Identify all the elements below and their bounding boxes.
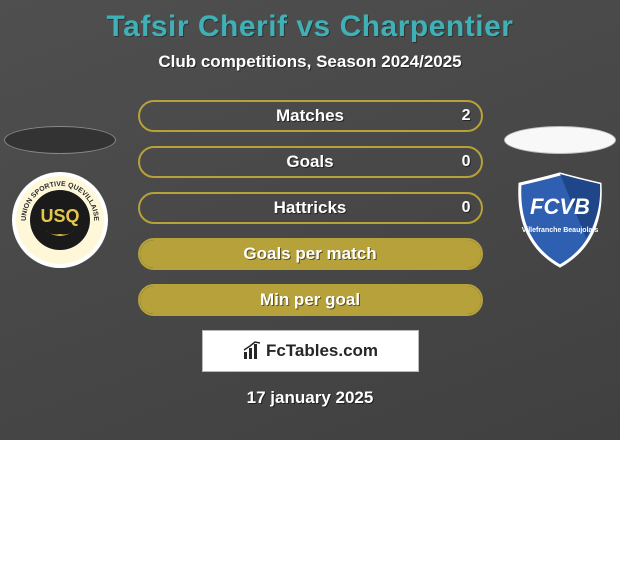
brand-badge: FcTables.com [202, 330, 419, 372]
player-marker-right [504, 126, 616, 154]
stat-label: Goals per match [140, 240, 481, 268]
crest-right-text: FCVB [530, 194, 590, 219]
brand-text: FcTables.com [266, 341, 378, 361]
stat-row: Min per goal [138, 284, 483, 316]
club-crest-left: UNION SPORTIVE QUEVILLAISE USQ [10, 170, 110, 270]
stat-right-value: 0 [462, 148, 471, 176]
stat-row: Matches2 [138, 100, 483, 132]
bars-icon [242, 341, 262, 361]
stat-right-value: 2 [462, 102, 471, 130]
stat-label: Matches [140, 102, 481, 130]
stat-label: Min per goal [140, 286, 481, 314]
stat-row: Hattricks0 [138, 192, 483, 224]
stat-label: Goals [140, 148, 481, 176]
page-title: Tafsir Cherif vs Charpentier [0, 0, 620, 44]
stat-label: Hattricks [140, 194, 481, 222]
svg-text:USQ: USQ [40, 206, 79, 226]
stat-row: Goals per match [138, 238, 483, 270]
comparison-card: Tafsir Cherif vs Charpentier Club compet… [0, 0, 620, 440]
subtitle: Club competitions, Season 2024/2025 [0, 52, 620, 72]
stat-row: Goals0 [138, 146, 483, 178]
stat-right-value: 0 [462, 194, 471, 222]
player-marker-left [4, 126, 116, 154]
shield-icon: FCVB Villefranche Beaujolais [510, 170, 610, 270]
club-crest-right: FCVB Villefranche Beaujolais [510, 170, 610, 270]
shield-icon: UNION SPORTIVE QUEVILLAISE USQ [10, 170, 110, 270]
crest-right-subtext: Villefranche Beaujolais [522, 227, 599, 234]
date-stamp: 17 january 2025 [0, 388, 620, 408]
